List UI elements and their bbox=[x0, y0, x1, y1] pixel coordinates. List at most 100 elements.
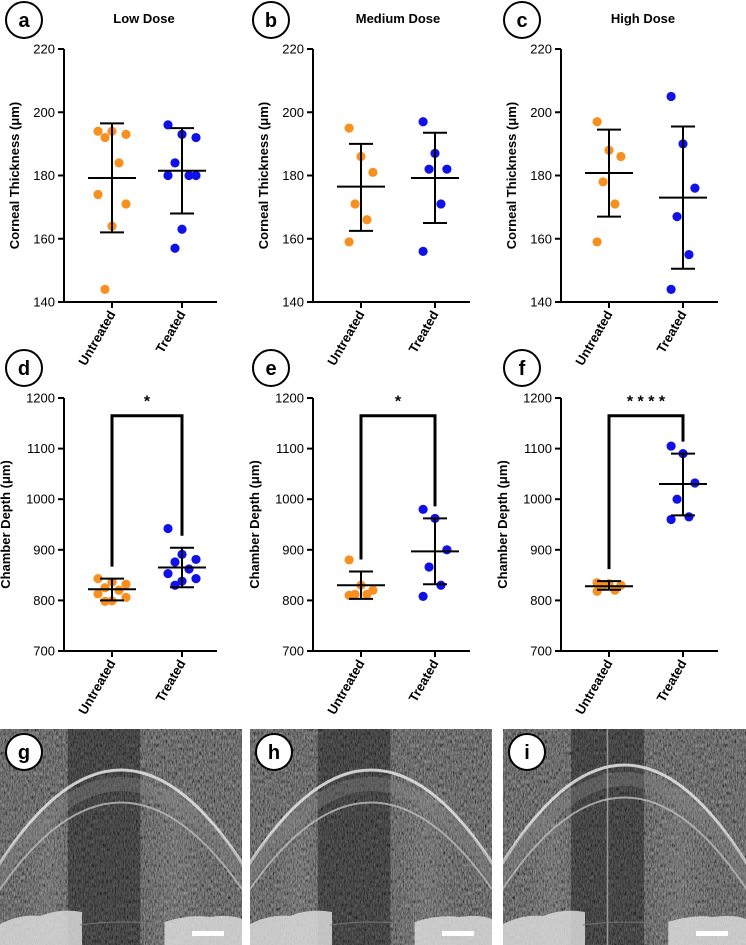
data-point-a-untreated bbox=[114, 158, 124, 168]
data-point-d-untreated bbox=[100, 583, 110, 593]
data-point-b-treated bbox=[424, 164, 434, 174]
data-point-a-untreated bbox=[100, 284, 110, 294]
data-point-d-untreated bbox=[121, 579, 131, 589]
x-category-label-b: Untreated bbox=[324, 308, 367, 368]
x-category-label-a: Untreated bbox=[75, 308, 118, 368]
iris-left bbox=[250, 910, 332, 945]
cornea-stroma bbox=[250, 777, 492, 887]
y-axis-label-a: Corneal Thickness (μm) bbox=[7, 102, 22, 249]
iris-right bbox=[668, 915, 746, 945]
data-point-f-treated bbox=[690, 478, 700, 488]
data-point-d-treated bbox=[191, 574, 201, 584]
y-tick-label-c: 220 bbox=[530, 42, 552, 57]
y-tick-label-c: 180 bbox=[530, 168, 552, 183]
panel-d: d 700 800 900 1000 1100 1200 Chamber Depth (μm)… bbox=[0, 349, 217, 717]
y-tick-label-d: 700 bbox=[33, 644, 55, 659]
y-tick-label-d: 1200 bbox=[26, 391, 55, 406]
oct-shadow bbox=[317, 729, 391, 945]
data-point-b-treated bbox=[436, 199, 446, 209]
x-category-label-e: Treated bbox=[405, 657, 441, 705]
panel-b: b Medium Dose 140 160 180 200 220 Corneal Thick… bbox=[252, 1, 470, 368]
y-tick-label-f: 900 bbox=[530, 542, 552, 557]
significance-bracket-e bbox=[359, 414, 437, 560]
panel-label-c: c bbox=[516, 10, 527, 32]
data-point-a-treated bbox=[184, 170, 194, 181]
data-point-a-treated bbox=[191, 170, 201, 181]
panel-badge-e bbox=[252, 349, 290, 387]
y-tick-label-b: 220 bbox=[282, 42, 304, 57]
oct-shadow bbox=[67, 729, 141, 945]
y-tick-label-a: 140 bbox=[33, 295, 55, 310]
y-tick-label-c: 140 bbox=[530, 295, 552, 310]
y-axis-label-d: Chamber Depth (μm) bbox=[0, 460, 13, 589]
data-point-e-untreated bbox=[362, 589, 372, 599]
y-tick-label-e: 1000 bbox=[275, 492, 304, 507]
y-tick-label-e: 1100 bbox=[276, 441, 304, 456]
y-tick-label-d: 1000 bbox=[26, 492, 55, 507]
data-point-d-treated bbox=[163, 523, 173, 534]
x-category-label-f: Untreated bbox=[572, 657, 615, 717]
data-point-b-untreated bbox=[344, 123, 354, 133]
scale-bar bbox=[192, 931, 224, 936]
y-tick-label-b: 140 bbox=[282, 295, 304, 310]
data-point-d-treated bbox=[191, 554, 201, 565]
data-point-d-untreated bbox=[100, 596, 110, 607]
data-point-f-treated bbox=[684, 512, 694, 522]
charts-group: a Low Dose 140 160 180 200 220 Corneal Thicknes… bbox=[0, 1, 718, 717]
data-point-e-treated bbox=[442, 545, 452, 555]
data-point-c-treated bbox=[672, 212, 682, 222]
significance-label-e: * bbox=[395, 394, 402, 411]
y-tick-label-f: 700 bbox=[530, 644, 552, 659]
data-point-e-treated bbox=[436, 580, 446, 590]
iris-right bbox=[164, 915, 242, 945]
panel-label-b: b bbox=[265, 10, 277, 32]
panel-title-a: Low Dose bbox=[113, 11, 174, 26]
panel-label-a: a bbox=[18, 10, 30, 32]
y-tick-label-e: 900 bbox=[282, 542, 304, 557]
data-point-c-treated bbox=[666, 91, 676, 102]
oct-panel-i: i bbox=[503, 729, 746, 945]
y-tick-label-a: 160 bbox=[33, 231, 55, 246]
y-tick-label-a: 180 bbox=[33, 168, 55, 183]
y-tick-label-e: 800 bbox=[282, 593, 304, 608]
cornea-anterior bbox=[0, 768, 242, 866]
y-tick-label-b: 160 bbox=[282, 231, 304, 246]
panel-badge-h bbox=[255, 733, 293, 771]
cornea-anterior bbox=[503, 763, 746, 866]
oct-panel-h: h bbox=[250, 729, 492, 945]
panel-e: e 700 800 900 1000 1100 1200 Chamber Depth (μm)… bbox=[247, 349, 470, 717]
data-point-c-treated bbox=[684, 249, 694, 260]
data-point-f-treated bbox=[666, 441, 676, 451]
data-point-f-treated bbox=[672, 494, 682, 504]
panel-badge-c bbox=[503, 1, 541, 39]
data-point-c-untreated bbox=[616, 151, 626, 162]
y-axis-label-f: Chamber Depth (μm) bbox=[495, 460, 510, 589]
x-category-label-c: Treated bbox=[653, 308, 689, 356]
cornea-stroma bbox=[503, 772, 746, 887]
lens-surface bbox=[582, 921, 669, 926]
data-point-c-untreated bbox=[598, 177, 608, 187]
panel-f: f 700 800 900 1000 1100 1200 Chamber Depth (μm)… bbox=[495, 349, 718, 717]
x-category-label-d: Untreated bbox=[75, 657, 118, 717]
y-tick-label-b: 180 bbox=[282, 168, 304, 183]
data-point-e-treated bbox=[418, 591, 428, 601]
panel-label-h: h bbox=[268, 742, 280, 764]
y-tick-label-e: 1200 bbox=[275, 391, 304, 406]
y-tick-label-c: 160 bbox=[530, 231, 552, 246]
data-point-b-treated bbox=[442, 164, 452, 174]
panel-label-e: e bbox=[265, 358, 276, 380]
data-point-e-treated bbox=[418, 504, 428, 514]
cornea-anterior bbox=[250, 768, 492, 866]
data-point-e-treated bbox=[424, 562, 434, 572]
panel-label-i: i bbox=[524, 742, 530, 764]
lens-surface bbox=[79, 921, 165, 926]
y-tick-label-a: 220 bbox=[33, 42, 55, 57]
cornea-posterior bbox=[250, 801, 492, 892]
data-point-d-treated bbox=[170, 580, 180, 590]
data-point-b-treated bbox=[418, 246, 428, 256]
data-point-d-untreated bbox=[114, 585, 124, 595]
panel-label-g: g bbox=[18, 742, 30, 764]
y-axis-label-e: Chamber Depth (μm) bbox=[247, 460, 262, 589]
x-category-label-a: Treated bbox=[152, 308, 188, 356]
panel-badge-i bbox=[508, 733, 546, 771]
